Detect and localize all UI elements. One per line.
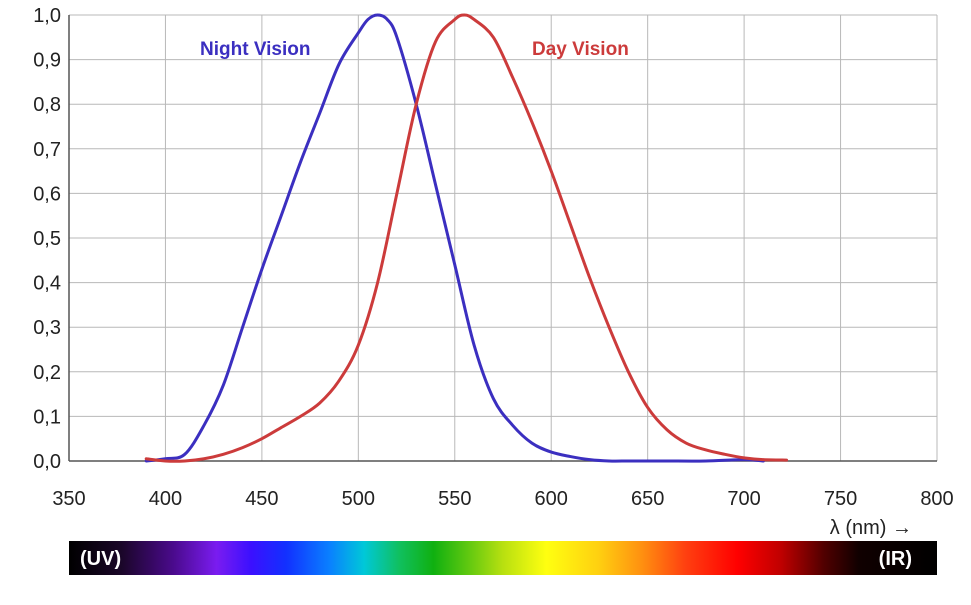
x-tick-label: 550 (438, 488, 471, 510)
night-vision-curve (144, 13, 765, 463)
x-tick-label: 800 (920, 488, 953, 510)
ir-label: (IR) (879, 548, 912, 570)
x-tick-label: 650 (631, 488, 664, 510)
x-axis-label: λ (nm) → (830, 517, 912, 539)
y-tick-label: 0,3 (33, 317, 61, 339)
x-tick-label: 400 (149, 488, 182, 510)
y-tick-label: 0,5 (33, 228, 61, 250)
y-tick-label: 0,2 (33, 362, 61, 384)
plot-area (68, 15, 937, 462)
x-tick-label: 350 (52, 488, 85, 510)
y-tick-label: 0,4 (33, 273, 61, 295)
y-tick-label: 0,7 (33, 139, 61, 161)
series-labels: Night Vision Day Vision (200, 39, 629, 60)
x-tick-label: 600 (535, 488, 568, 510)
gridlines (68, 14, 938, 462)
x-tick-label: 450 (245, 488, 278, 510)
day-vision-label: Day Vision (532, 39, 629, 60)
y-tick-label: 1,0 (33, 5, 61, 27)
spectrum-gradient (69, 541, 937, 575)
y-tick-label: 0,6 (33, 183, 61, 205)
x-tick-label: 750 (824, 488, 857, 510)
y-tick-label: 0,0 (33, 451, 61, 473)
y-tick-label: 0,9 (33, 50, 61, 72)
series-layer (144, 13, 789, 463)
day-vision-curve (144, 13, 789, 463)
y-tick-label: 0,1 (33, 406, 61, 428)
y-tick-label: 0,8 (33, 94, 61, 116)
night-vision-label: Night Vision (200, 39, 310, 60)
uv-label: (UV) (80, 548, 121, 570)
spectrum-bar: (UV) (IR) (69, 541, 937, 575)
x-axis-ticks: 350 400 450 500 550 600 650 700 750 800 (52, 488, 953, 510)
x-tick-label: 500 (342, 488, 375, 510)
x-tick-label: 700 (727, 488, 760, 510)
y-axis-ticks: 0,0 0,1 0,2 0,3 0,4 0,5 0,6 0,7 0,8 0,9 1,0 (33, 5, 61, 473)
